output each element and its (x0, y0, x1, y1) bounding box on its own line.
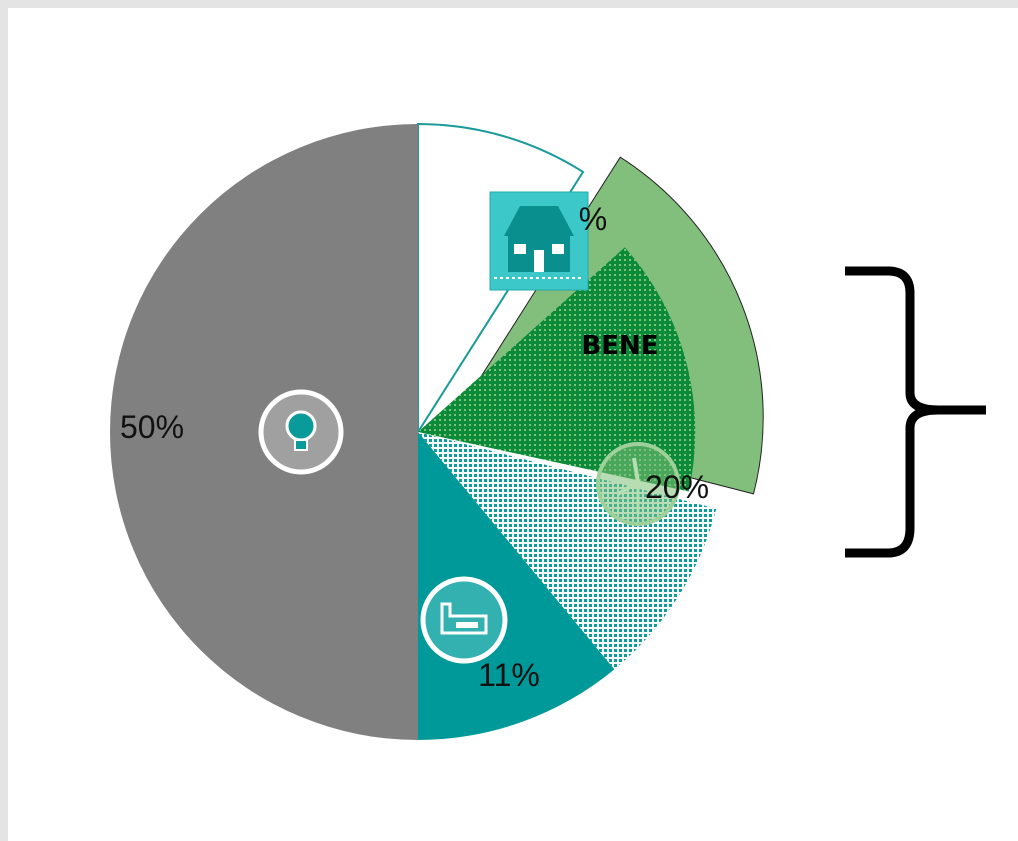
grouping-brace (845, 266, 986, 558)
slice-label-: % (579, 201, 607, 237)
lightbulb-icon (258, 389, 344, 475)
pie-chart: % 20% BENE 11% 50% (110, 122, 986, 740)
slice-label-50: 50% (120, 409, 184, 445)
house-icon (489, 191, 589, 291)
slice-callout-label: BENE (581, 331, 658, 361)
factory-icon (420, 576, 508, 664)
slice-pattern-1 (418, 247, 696, 492)
slice-label-20: 20% (645, 469, 709, 505)
wind-turbine-icon (596, 442, 680, 526)
slice-label-11: 11% (478, 657, 540, 693)
chart-frame: % 20% BENE 11% 50% (8, 8, 1018, 841)
